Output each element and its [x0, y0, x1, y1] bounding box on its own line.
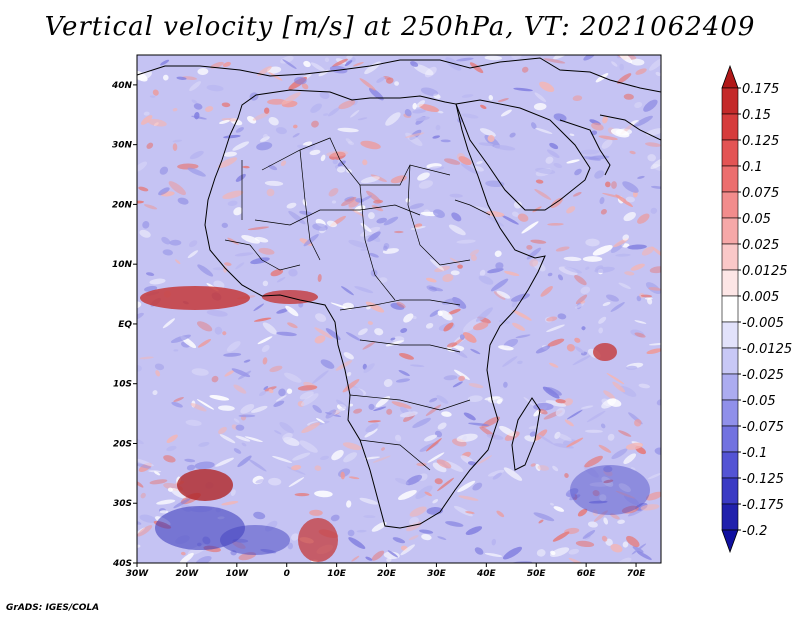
y-tick-label: 40N — [111, 81, 133, 91]
x-tick-label: 10W — [226, 569, 250, 579]
colorbar-max-arrow — [721, 64, 739, 89]
x-tick-label: 0 — [284, 569, 290, 579]
x-tick-label: 30W — [126, 569, 150, 579]
colorbar-label: -0.1 — [742, 446, 767, 461]
colorbar-label: -0.2 — [742, 524, 767, 539]
colorbar-label: 0.05 — [742, 212, 771, 227]
coastlines — [137, 57, 661, 529]
colorbar-swatch — [721, 113, 739, 141]
colorbar-swatch — [721, 503, 739, 531]
madagascar-coastline — [511, 397, 541, 471]
colorbar-swatch — [721, 165, 739, 193]
colorbar-swatch — [721, 191, 739, 219]
colorbar-label: -0.05 — [742, 394, 776, 409]
colorbar-label: -0.175 — [742, 498, 784, 513]
y-axis: 40N 30N 20N 10N EQ 10S 20S 30S 40S — [111, 81, 137, 569]
europe-coastline — [137, 57, 661, 93]
india-coastline — [599, 114, 661, 141]
colorbar: 0.175 0.15 0.125 0.1 0.075 0.05 0.025 0.0125 0.0… — [721, 64, 792, 554]
colorbar-swatch — [721, 347, 739, 375]
x-tick-label: 20E — [377, 569, 397, 579]
colorbar-swatch — [721, 373, 739, 401]
colorbar-label: 0.025 — [742, 238, 779, 253]
colorbar-swatch — [721, 217, 739, 245]
colorbar-swatch — [721, 425, 739, 453]
colorbar-swatch — [721, 243, 739, 271]
x-tick-label: 40E — [476, 569, 497, 579]
persia-coastline — [559, 119, 611, 176]
colorbar-swatch — [721, 477, 739, 505]
x-tick-label: 70E — [627, 569, 647, 579]
colorbar-label: 0.125 — [742, 134, 779, 149]
colorbar-label: 0.005 — [742, 290, 779, 305]
colorbar-min-arrow — [721, 529, 739, 554]
colorbar-label: 0.15 — [742, 108, 771, 123]
x-tick-label: 30E — [427, 569, 447, 579]
y-tick-label: EQ — [118, 320, 132, 330]
colorbar-swatch — [721, 399, 739, 427]
south-atlantic-updraft — [177, 469, 233, 501]
x-tick-label: 60E — [577, 569, 597, 579]
x-tick-label: 10E — [327, 569, 347, 579]
colorbar-label: -0.125 — [742, 472, 784, 487]
colorbar-label: 0.0125 — [742, 264, 788, 279]
colorbar-swatch — [721, 269, 739, 297]
velocity-field — [137, 55, 661, 563]
colorbar-label: -0.075 — [742, 420, 784, 435]
x-tick-label: 20W — [176, 569, 200, 579]
y-tick-label: 20S — [113, 439, 132, 449]
y-tick-label: 40S — [112, 559, 132, 569]
y-tick-label: 10N — [112, 260, 133, 270]
guinea-updraft-band — [140, 286, 250, 310]
y-tick-label: 30S — [113, 499, 132, 509]
colorbar-swatch — [721, 87, 739, 115]
colorbar-swatch — [721, 321, 739, 349]
colorbar-label: -0.0125 — [742, 342, 792, 357]
colorbar-label: 0.175 — [742, 82, 779, 97]
colorbar-swatch — [721, 451, 739, 479]
plot-frame — [136, 54, 662, 564]
y-tick-label: 30N — [112, 141, 133, 151]
x-axis: 30W 20W 10W 0 10E 20E 30E 40E 50E 60E 70E — [126, 563, 646, 579]
y-tick-label: 20N — [112, 200, 133, 210]
x-tick-label: 50E — [527, 569, 547, 579]
colorbar-swatch — [721, 295, 739, 323]
colorbar-label: 0.1 — [742, 160, 763, 175]
map-title: Vertical velocity [m/s] at 250hPa, VT: 2… — [44, 12, 756, 42]
colorbar-label: 0.075 — [742, 186, 779, 201]
colorbar-swatch — [721, 139, 739, 167]
y-tick-label: 10S — [113, 380, 132, 390]
arabia-coastline — [455, 99, 591, 211]
colorbar-label: -0.025 — [742, 368, 784, 383]
grads-credit: GrADS: IGES/COLA — [6, 603, 100, 613]
colorbar-label: -0.005 — [742, 316, 784, 331]
